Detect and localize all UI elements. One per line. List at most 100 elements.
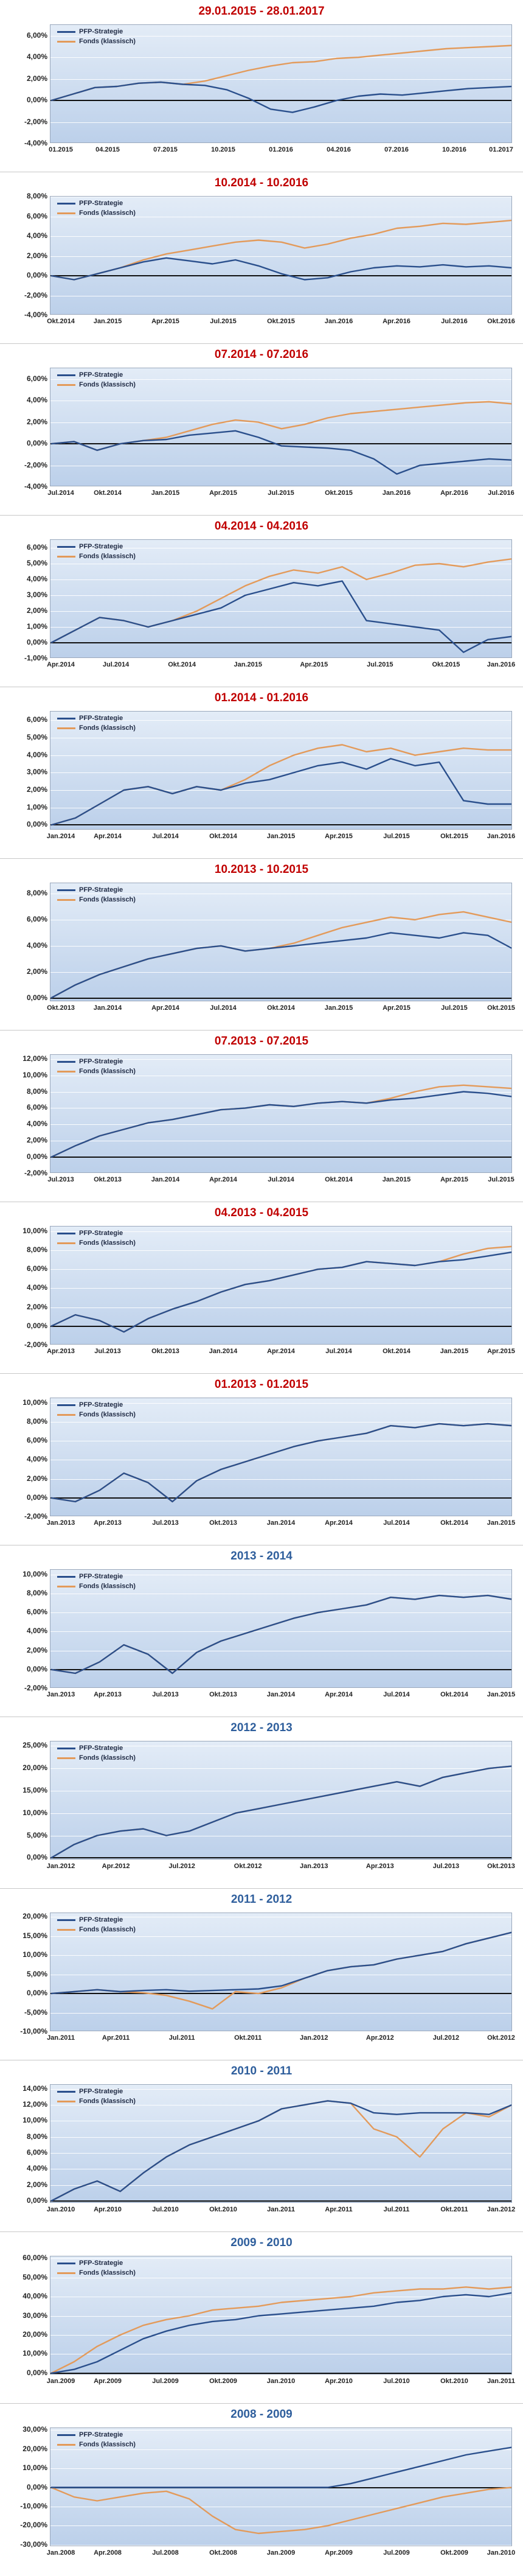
series-line-fonds-klassisch [50,744,511,826]
y-tick-label: -2,00% [24,290,47,299]
grid-line [50,57,511,58]
series-line-pfp-strategie [51,2446,511,2488]
y-tick-label: 8,00% [26,2132,47,2141]
legend-swatch [57,1060,75,1063]
legend-swatch [57,374,75,376]
x-tick-label: Jul.2014 [383,1691,410,1698]
legend-entry: PFP-Strategie [57,713,136,723]
y-tick-label: -4,00% [24,310,47,319]
x-tick-label: Jan.2012 [300,2034,328,2042]
x-tick-label: Apr.2014 [94,833,122,840]
series-line-fonds-klassisch [50,2100,511,2202]
x-tick-label: Jan.2014 [266,1519,296,1527]
legend: PFP-Strategie Fonds (klassisch) [57,27,136,46]
series-line-fonds-klassisch [50,1765,511,1859]
grid-line [50,1612,511,1614]
chart-title: 07.2013 - 07.2015 [214,1035,309,1048]
x-tick-label: Okt.2013 [209,1519,237,1527]
y-tick-label: 6,00% [26,1264,47,1273]
y-tick-label: 2,00% [26,1474,47,1483]
x-tick-label: Apr.2015 [487,1348,515,1355]
x-tick-label: Jul.2015 [488,1176,514,1183]
x-tick-label: Apr.2016 [440,489,468,497]
legend-swatch [57,898,75,901]
legend-swatch [57,2090,75,2093]
y-tick-label: 12,00% [23,2099,47,2109]
legend-swatch [57,1070,75,1073]
x-tick-label: Okt.2015 [440,833,468,840]
x-tick-label: 10.2016 [442,146,466,153]
legend-swatch [57,727,75,729]
series-line-fonds-klassisch [50,2487,511,2535]
x-tick-label: Jan.2014 [46,833,75,840]
x-tick-label: Apr.2011 [102,2034,130,2042]
series-lines [50,911,511,999]
legend-entry: Fonds (klassisch) [57,1753,136,1763]
x-tick-label: Jan.2013 [46,1691,75,1698]
y-tick-label: 10,00% [23,1398,47,1407]
legend: PFP-Strategie Fonds (klassisch) [57,1572,136,1591]
x-tick-label: Jan.2015 [324,1004,353,1012]
x-tick-label: Apr.2014 [209,1176,237,1183]
grid-line [50,1955,511,1956]
series-line-pfp-strategie [50,81,511,113]
series-line-fonds-klassisch [50,1423,511,1503]
plot-area [50,2427,512,2546]
x-tick-label: Jul.2013 [94,1348,121,1355]
y-tick-label: 6,00% [26,1436,47,1445]
legend-label: Fonds (klassisch) [79,2269,136,2277]
zero-line [50,275,511,276]
series-line-fonds-klassisch [50,219,511,281]
grid-line [50,379,511,380]
chart-title: 2009 - 2010 [230,2236,293,2249]
y-tick-label: 6,00% [26,715,47,724]
x-tick-label: Jan.2011 [47,2034,75,2042]
legend-entry: PFP-Strategie [57,1572,136,1581]
grid-line [50,1813,511,1814]
legend-label: Fonds (klassisch) [79,553,136,560]
series-line-pfp-strategie [50,1091,511,1158]
grid-line [50,2334,511,2336]
y-tick-label: 5,00% [26,1969,47,1978]
x-tick-label: Apr.2015 [325,833,353,840]
x-tick-label: Jan.2015 [151,489,180,497]
panel-separator [0,858,523,859]
x-tick-label: Apr.2014 [325,1519,353,1527]
legend-label: Fonds (klassisch) [79,381,136,388]
y-tick-label: 20,00% [23,1912,47,1921]
chart-panel: 10.2013 - 10.2015 0,00% 2,00% 4,00% 6,00% 8,0… [0,858,523,1030]
legend-entry: Fonds (klassisch) [57,551,136,561]
y-tick-label: -2,00% [24,117,47,126]
y-tick-label: 15,00% [23,1785,47,1794]
legend-swatch [57,1585,75,1587]
legend-entry: PFP-Strategie [57,27,136,37]
x-tick-label: Jul.2013 [152,1691,179,1698]
grid-line [50,720,511,721]
y-tick-label: -2,00% [24,460,47,469]
x-tick-label: Jul.2015 [268,489,294,497]
series-line-pfp-strategie [50,1423,511,1503]
x-tick-label: Apr.2012 [365,2034,394,2042]
legend-entry: Fonds (klassisch) [57,1066,136,1076]
legend-entry: Fonds (klassisch) [57,1581,136,1591]
x-tick-label: Jan.2015 [93,318,122,325]
legend-label: Fonds (klassisch) [79,1239,136,1247]
chart-title: 07.2014 - 07.2016 [214,348,309,361]
legend-label: PFP-Strategie [79,543,123,550]
panel-separator [0,1030,523,1031]
x-tick-label: Okt.2013 [487,1863,515,1870]
legend-entry: Fonds (klassisch) [57,1410,136,1419]
chart-panel: 04.2013 - 04.2015 -2,00% 0,00% 2,00% 4,00% 6,… [0,1202,523,1373]
plot-area [50,1569,512,1688]
legend-label: PFP-Strategie [79,886,123,894]
x-tick-label: Jul.2014 [102,661,130,668]
y-tick-label: 40,00% [23,2292,47,2301]
legend: PFP-Strategie Fonds (klassisch) [57,370,136,390]
x-tick-label: Jul.2013 [432,1863,460,1870]
legend-label: Fonds (klassisch) [79,38,136,45]
y-tick-label: 2,00% [26,1136,47,1145]
x-tick-label: Okt.2010 [209,2206,237,2213]
zero-line [50,1497,511,1499]
series-lines [50,1245,511,1333]
